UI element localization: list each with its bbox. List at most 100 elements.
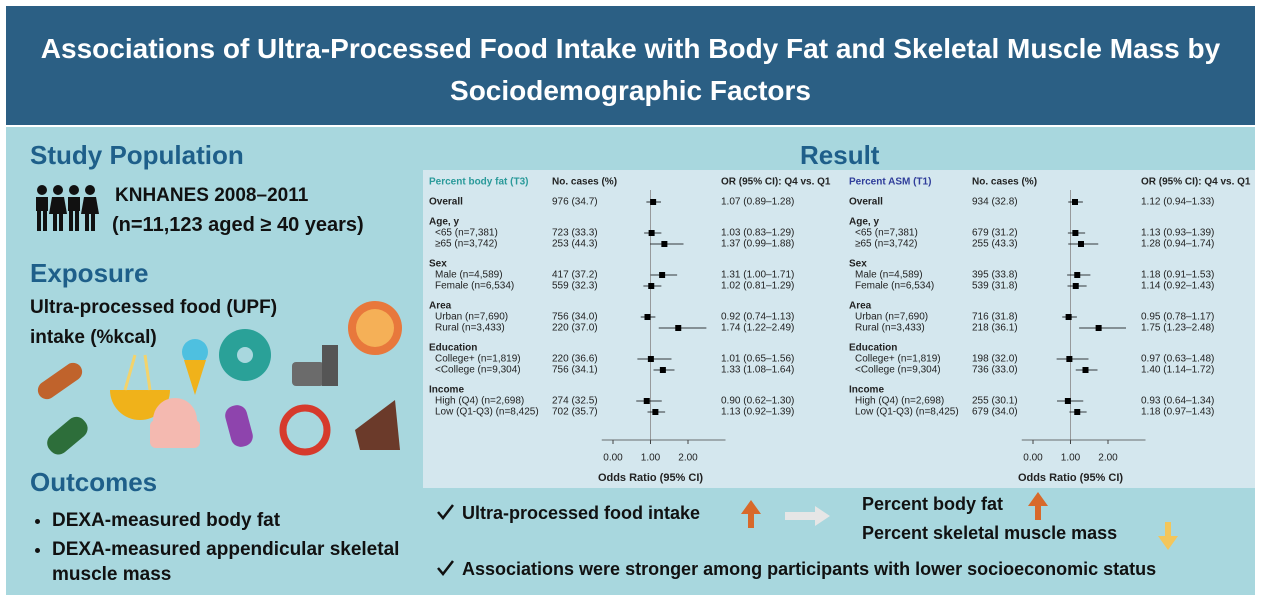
or-point: [659, 272, 665, 278]
or-label: 1.18 (0.91–1.53): [1141, 270, 1214, 281]
cases: 220 (36.6): [552, 354, 598, 365]
or-label: 1.75 (1.23–2.48): [1141, 323, 1214, 334]
row-label: ≥65 (n=3,742): [855, 239, 917, 250]
or-label: 1.02 (0.81–1.29): [721, 281, 794, 292]
or-point: [1078, 241, 1084, 247]
row-label: Male (n=4,589): [855, 270, 923, 281]
or-point: [1074, 272, 1080, 278]
or-label: 1.13 (0.92–1.39): [721, 407, 794, 418]
cases: 220 (37.0): [552, 323, 598, 334]
group-heading: Age, y: [849, 217, 879, 228]
or-label: 0.97 (0.63–1.48): [1141, 354, 1214, 365]
or-point: [648, 356, 654, 362]
or-point: [1096, 325, 1102, 331]
cases: 218 (36.1): [972, 323, 1018, 334]
row-label: Overall: [429, 197, 463, 208]
x-axis-label: Odds Ratio (95% CI): [598, 472, 703, 484]
row-label: <College (n=9,304): [855, 365, 941, 376]
plot-title: Percent ASM (T1): [849, 177, 931, 188]
section-heading: Exposure: [30, 258, 149, 289]
row-label: <65 (n=7,381): [435, 228, 498, 239]
or-point: [645, 314, 651, 320]
cases: 274 (32.5): [552, 396, 598, 407]
cases: 539 (31.8): [972, 281, 1018, 292]
cases: 255 (30.1): [972, 396, 1018, 407]
or-label: 1.12 (0.94–1.33): [1141, 197, 1214, 208]
or-point: [1066, 356, 1072, 362]
or-label: 1.33 (1.08–1.64): [721, 365, 794, 376]
cases: 756 (34.1): [552, 365, 598, 376]
or-point: [652, 409, 658, 415]
row-label: Male (n=4,589): [435, 270, 503, 281]
cases: 198 (32.0): [972, 354, 1018, 365]
cases: 255 (43.3): [972, 239, 1018, 250]
x-tick-label: 2.00: [678, 453, 698, 464]
title: Associations of Ultra-Processed Food Int…: [20, 28, 1241, 112]
or-label: 1.03 (0.83–1.29): [721, 228, 794, 239]
row-label: <65 (n=7,381): [855, 228, 918, 239]
cases: 253 (44.3): [552, 239, 598, 250]
plot-title: Percent body fat (T3): [429, 177, 528, 188]
x-tick-label: 0.00: [1023, 453, 1043, 464]
column-header: OR (95% CI): Q4 vs. Q1: [721, 177, 831, 188]
cases: 679 (31.2): [972, 228, 1018, 239]
cases: 559 (32.3): [552, 281, 598, 292]
row-label: Low (Q1-Q3) (n=8,425): [855, 407, 959, 418]
group-heading: Sex: [429, 259, 447, 270]
or-point: [661, 241, 667, 247]
row-label: College+ (n=1,819): [435, 354, 521, 365]
finding: Ultra-processed food intake: [462, 503, 700, 524]
group-heading: Income: [849, 385, 884, 396]
column-header: OR (95% CI): Q4 vs. Q1: [1141, 177, 1251, 188]
or-label: 1.07 (0.89–1.28): [721, 197, 794, 208]
row-label: Rural (n=3,433): [435, 323, 505, 334]
or-label: 1.18 (0.97–1.43): [1141, 407, 1214, 418]
or-point: [650, 199, 656, 205]
or-point: [649, 230, 655, 236]
row-label: Urban (n=7,690): [435, 312, 508, 323]
column-header: No. cases (%): [552, 177, 617, 188]
cases: 736 (33.0): [972, 365, 1018, 376]
group-heading: Age, y: [429, 217, 459, 228]
or-point: [660, 367, 666, 373]
cases: 723 (33.3): [552, 228, 598, 239]
row-label: High (Q4) (n=2,698): [435, 396, 524, 407]
row-label: Low (Q1-Q3) (n=8,425): [435, 407, 539, 418]
group-heading: Area: [429, 301, 452, 312]
row-label: College+ (n=1,819): [855, 354, 941, 365]
row-label: Overall: [849, 197, 883, 208]
cases: 756 (34.0): [552, 312, 598, 323]
or-label: 1.37 (0.99–1.88): [721, 239, 794, 250]
finding: Associations were stronger among partici…: [462, 559, 1156, 580]
group-heading: Education: [849, 343, 897, 354]
outcome-item: DEXA-measured appendicular skeletal musc…: [52, 537, 400, 587]
or-point: [648, 283, 654, 289]
section-heading: Outcomes: [30, 467, 157, 498]
or-label: 0.95 (0.78–1.17): [1141, 312, 1214, 323]
exposure-text: Ultra-processed food (UPF) intake (%kcal…: [30, 293, 330, 353]
group-heading: Income: [429, 385, 464, 396]
outcome-item: DEXA-measured body fat: [52, 508, 400, 533]
x-tick-label: 1.00: [641, 453, 661, 464]
x-tick-label: 1.00: [1061, 453, 1081, 464]
page: Percent body fat (T3) No. cases (%) OR (95…: [0, 0, 1261, 599]
row-label: Rural (n=3,433): [855, 323, 925, 334]
or-label: 1.28 (0.94–1.74): [1141, 239, 1214, 250]
row-label: Female (n=6,534): [435, 281, 514, 292]
cases: 417 (37.2): [552, 270, 598, 281]
finding-outcome: Percent body fat: [862, 494, 1003, 515]
x-tick-label: 0.00: [603, 453, 623, 464]
or-point: [1072, 230, 1078, 236]
or-point: [1083, 367, 1089, 373]
group-heading: Sex: [849, 259, 867, 270]
x-tick-label: 2.00: [1098, 453, 1118, 464]
or-label: 1.13 (0.93–1.39): [1141, 228, 1214, 239]
or-label: 1.31 (1.00–1.71): [721, 270, 794, 281]
or-point: [1072, 199, 1078, 205]
cases: 934 (32.8): [972, 197, 1018, 208]
or-label: 1.40 (1.14–1.72): [1141, 365, 1214, 376]
or-point: [1074, 409, 1080, 415]
cases: 395 (33.8): [972, 270, 1018, 281]
cases: 702 (35.7): [552, 407, 598, 418]
or-label: 1.01 (0.65–1.56): [721, 354, 794, 365]
